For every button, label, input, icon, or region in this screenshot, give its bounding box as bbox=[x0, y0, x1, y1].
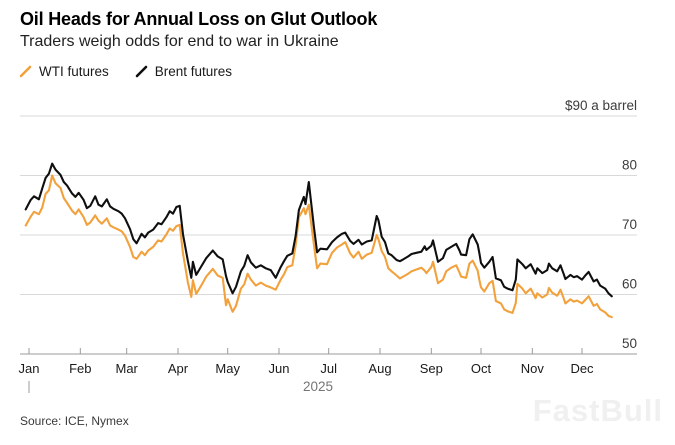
year-label: 2025 bbox=[303, 379, 333, 394]
brent-slash-icon bbox=[135, 65, 148, 78]
x-axis-label-feb: Feb bbox=[69, 361, 91, 376]
x-axis-label-jun: Jun bbox=[269, 361, 290, 376]
legend-label-wti: WTI futures bbox=[39, 64, 109, 79]
brent-line bbox=[24, 162, 613, 298]
x-axis-label-jan: Jan bbox=[19, 361, 40, 376]
x-axis-label-mar: Mar bbox=[115, 361, 138, 376]
x-axis-label-may: May bbox=[215, 361, 240, 376]
x-axis-label-oct: Oct bbox=[471, 361, 492, 376]
legend-label-brent: Brent futures bbox=[154, 64, 233, 79]
legend-item-brent: Brent futures bbox=[135, 64, 232, 79]
y-axis-label-70: 70 bbox=[622, 217, 637, 232]
x-axis-label-apr: Apr bbox=[168, 361, 189, 376]
source-note: Source: ICE, Nymex bbox=[20, 414, 129, 428]
y-axis-label-60: 60 bbox=[622, 277, 637, 292]
legend-item-wti: WTI futures bbox=[19, 64, 109, 79]
chart-title: Oil Heads for Annual Loss on Glut Outloo… bbox=[20, 9, 378, 29]
watermark: FastBull bbox=[532, 393, 663, 428]
chart-subtitle: Traders weigh odds for end to war in Ukr… bbox=[20, 33, 339, 50]
wti-slash-icon bbox=[19, 65, 32, 78]
x-axis-label-nov: Nov bbox=[521, 361, 545, 376]
x-axis-label-dec: Dec bbox=[570, 361, 594, 376]
x-axis-label-sep: Sep bbox=[420, 361, 443, 376]
y-axis-label-50: 50 bbox=[622, 336, 637, 351]
x-axis-label-jul: Jul bbox=[320, 361, 337, 376]
y-axis-label-90: $90 a barrel bbox=[565, 98, 637, 113]
chart-legend: WTI futures Brent futures bbox=[19, 64, 232, 79]
wti-line bbox=[24, 174, 613, 319]
y-axis-label-80: 80 bbox=[622, 158, 637, 173]
x-axis-label-aug: Aug bbox=[368, 361, 391, 376]
